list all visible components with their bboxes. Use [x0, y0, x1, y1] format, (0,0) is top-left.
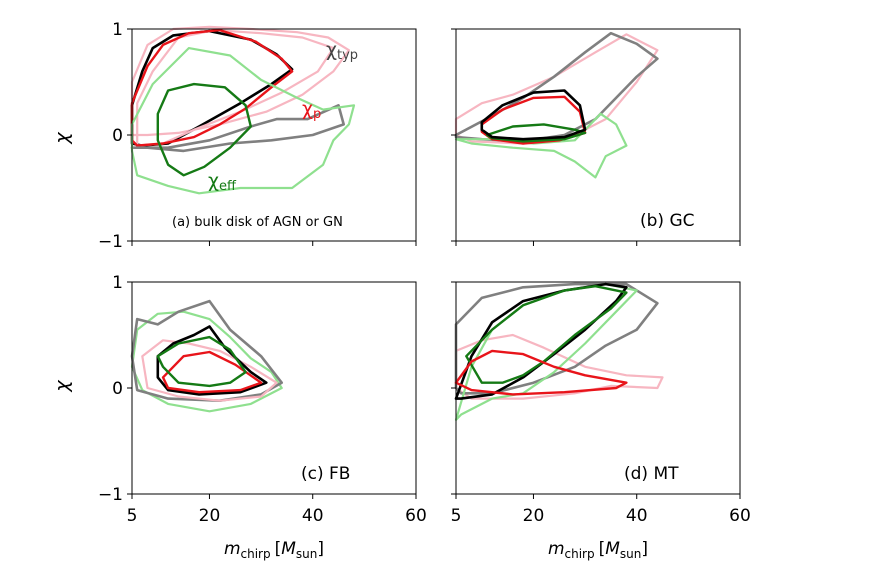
y-tick-label: −1 — [98, 485, 123, 505]
x-tick-label: 40 — [302, 506, 324, 526]
x-axis-title-right: mchirp [Msun] — [548, 539, 648, 561]
panel-b-curves — [454, 31, 659, 179]
y-axis-title-bottom: χ — [51, 380, 73, 393]
contour-chi-p-strong — [454, 349, 628, 396]
contour-chi-eff-strong — [156, 335, 247, 388]
panel-b-y-axis — [451, 28, 456, 242]
panel-c-x-axis: 5 20 40 60 — [127, 494, 427, 526]
contour-chi-eff-light — [130, 47, 356, 195]
panel-b-x-axis — [455, 241, 741, 246]
y-tick-label: −1 — [98, 232, 123, 252]
panel-a-x-axis — [131, 241, 417, 246]
panel-d-x-axis: 5 20 40 60 — [451, 494, 751, 526]
panel-a-label: (a) bulk disk of AGN or GN — [172, 215, 343, 230]
panel-c-curves — [130, 299, 283, 413]
y-tick-label: 0 — [112, 379, 123, 399]
panel-c: 1 0 −1 5 20 40 60 (c) FB — [98, 273, 427, 526]
y-axis-title-top: χ — [51, 132, 73, 145]
contour-chi-eff-strong — [156, 82, 252, 177]
panel-c-y-axis: 1 0 −1 — [98, 273, 132, 505]
panel-a-y-axis: 1 0 −1 — [98, 20, 132, 252]
x-tick-label: 5 — [127, 506, 138, 526]
panel-d-y-axis — [451, 281, 456, 495]
panel-d-curves — [454, 282, 664, 421]
contour-chi-p-strong — [161, 350, 263, 394]
contour-chi-typ-strong — [156, 325, 268, 396]
panel-a-curves — [130, 25, 356, 195]
panel-a-chi-eff-label: χeff — [208, 170, 237, 194]
x-tick-label: 20 — [523, 506, 545, 526]
x-tick-label: 60 — [729, 506, 751, 526]
panel-a-chi-typ-label: χtyp — [326, 39, 358, 63]
x-tick-label: 60 — [405, 506, 427, 526]
panel-c-label: (c) FB — [301, 464, 350, 484]
contour-chi-typ-mid — [130, 104, 345, 153]
y-tick-label: 0 — [112, 126, 123, 146]
contour-chi-typ-strong — [454, 282, 628, 400]
y-tick-label: 1 — [112, 273, 123, 293]
x-tick-label: 40 — [626, 506, 648, 526]
contour-chi-typ-strong — [480, 89, 587, 141]
contour-chi-typ-light — [130, 25, 350, 137]
x-axis-title-left: mchirp [Msun] — [224, 539, 324, 561]
panel-d-label: (d) MT — [624, 464, 679, 484]
panel-b-label: (b) GC — [640, 211, 695, 231]
x-tick-label: 5 — [451, 506, 462, 526]
panel-a-chi-p-label: χp — [302, 98, 321, 122]
contour-chi-typ-mid — [130, 299, 283, 402]
contour-chi-typ-mid — [454, 282, 659, 395]
contour-chi-eff-strong — [485, 123, 587, 143]
contour-chi-p-strong — [130, 28, 294, 147]
panel-a: 10−1 (a) bulk disk of AGN or GN χtyp χp … — [98, 20, 417, 252]
panel-d: 5 20 40 60 (d) MT — [451, 281, 751, 526]
y-tick-label: 1 — [112, 20, 123, 40]
panel-b: (b) GC — [451, 28, 741, 246]
x-tick-label: 20 — [199, 506, 221, 526]
contour-chi-eff-strong — [465, 285, 628, 384]
contour-chi-p-light — [454, 333, 664, 400]
